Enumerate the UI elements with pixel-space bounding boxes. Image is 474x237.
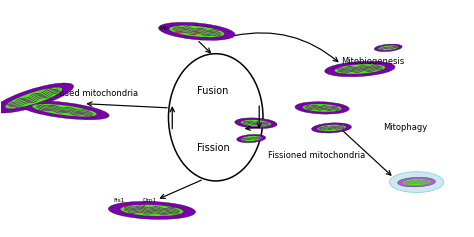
Ellipse shape bbox=[5, 87, 62, 109]
Ellipse shape bbox=[169, 26, 224, 37]
Ellipse shape bbox=[168, 54, 263, 181]
Ellipse shape bbox=[325, 61, 395, 77]
Ellipse shape bbox=[20, 101, 109, 120]
Ellipse shape bbox=[390, 172, 444, 192]
Ellipse shape bbox=[120, 205, 183, 216]
Text: Mfn1/2: Mfn1/2 bbox=[160, 25, 180, 30]
Ellipse shape bbox=[241, 136, 262, 141]
Ellipse shape bbox=[241, 120, 271, 127]
Text: Fis1: Fis1 bbox=[113, 198, 125, 203]
Ellipse shape bbox=[398, 177, 436, 187]
Ellipse shape bbox=[109, 201, 195, 219]
Ellipse shape bbox=[311, 123, 351, 133]
Text: Fission: Fission bbox=[197, 143, 229, 153]
Ellipse shape bbox=[158, 22, 235, 40]
Ellipse shape bbox=[374, 44, 402, 52]
Ellipse shape bbox=[0, 83, 73, 113]
Ellipse shape bbox=[403, 179, 430, 185]
Text: Fissioned mitochondria: Fissioned mitochondria bbox=[268, 150, 365, 160]
Ellipse shape bbox=[32, 104, 97, 117]
Text: Mitobiogenesis: Mitobiogenesis bbox=[341, 57, 404, 66]
Ellipse shape bbox=[295, 102, 349, 114]
Text: Drp1: Drp1 bbox=[143, 198, 157, 203]
Text: Fusion: Fusion bbox=[197, 87, 228, 96]
Ellipse shape bbox=[317, 125, 346, 131]
Ellipse shape bbox=[335, 64, 385, 74]
Ellipse shape bbox=[237, 134, 265, 143]
Text: Fused mitochondria: Fused mitochondria bbox=[55, 89, 138, 98]
Ellipse shape bbox=[302, 104, 342, 112]
Text: Mitophagy: Mitophagy bbox=[383, 123, 428, 132]
Ellipse shape bbox=[235, 118, 277, 128]
Text: Opa1: Opa1 bbox=[194, 25, 210, 30]
Ellipse shape bbox=[378, 46, 398, 50]
